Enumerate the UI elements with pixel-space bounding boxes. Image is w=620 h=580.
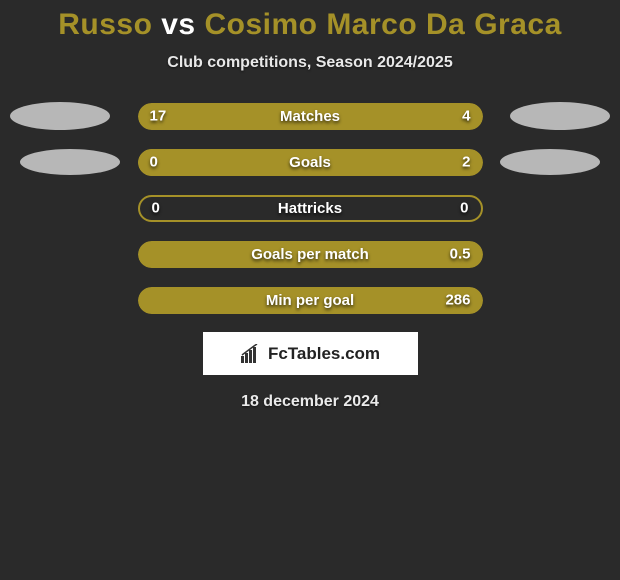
stat-value-right: 286 (445, 292, 470, 309)
stat-value-right: 4 (462, 108, 470, 125)
stat-bar: 0 0 Hattricks (138, 195, 483, 222)
page-title: Russo vs Cosimo Marco Da Graca (0, 8, 620, 42)
stat-label: Min per goal (266, 292, 354, 309)
stat-row: 0.5 Goals per match (0, 240, 620, 268)
watermark-text: FcTables.com (268, 344, 380, 364)
stat-value-left: 17 (150, 108, 167, 125)
vs-label: vs (161, 8, 195, 41)
stat-label: Goals per match (251, 246, 369, 263)
player1-logo-placeholder (10, 102, 110, 130)
stat-bar: 286 Min per goal (138, 287, 483, 314)
stat-row: 0 2 Goals (0, 148, 620, 176)
stat-bar: 0.5 Goals per match (138, 241, 483, 268)
stat-value-right: 0.5 (450, 246, 471, 263)
stat-label: Matches (280, 108, 340, 125)
stat-label: Goals (289, 154, 331, 171)
player1-name: Russo (58, 8, 152, 41)
date-label: 18 december 2024 (0, 393, 620, 411)
stat-row: 17 4 Matches (0, 102, 620, 130)
stat-rows: 17 4 Matches 0 2 Goals 0 0 Hattricks 0.5 Goals per… (0, 102, 620, 314)
stat-label: Hattricks (278, 200, 342, 217)
comparison-infographic: Russo vs Cosimo Marco Da Graca Club comp… (0, 0, 620, 411)
player2-logo-placeholder (510, 102, 610, 130)
subtitle: Club competitions, Season 2024/2025 (0, 54, 620, 72)
player2-logo-placeholder (500, 149, 600, 175)
stat-bar: 0 2 Goals (138, 149, 483, 176)
player1-logo-placeholder (20, 149, 120, 175)
stat-value-right: 2 (462, 154, 470, 171)
stat-row: 286 Min per goal (0, 286, 620, 314)
stat-value-left: 0 (152, 200, 160, 217)
stat-value-right: 0 (460, 200, 468, 217)
stat-bar: 17 4 Matches (138, 103, 483, 130)
stat-row: 0 0 Hattricks (0, 194, 620, 222)
player2-name: Cosimo Marco Da Graca (204, 8, 561, 41)
chart-icon (240, 344, 262, 364)
stat-value-left: 0 (150, 154, 158, 171)
watermark-badge: FcTables.com (203, 332, 418, 375)
